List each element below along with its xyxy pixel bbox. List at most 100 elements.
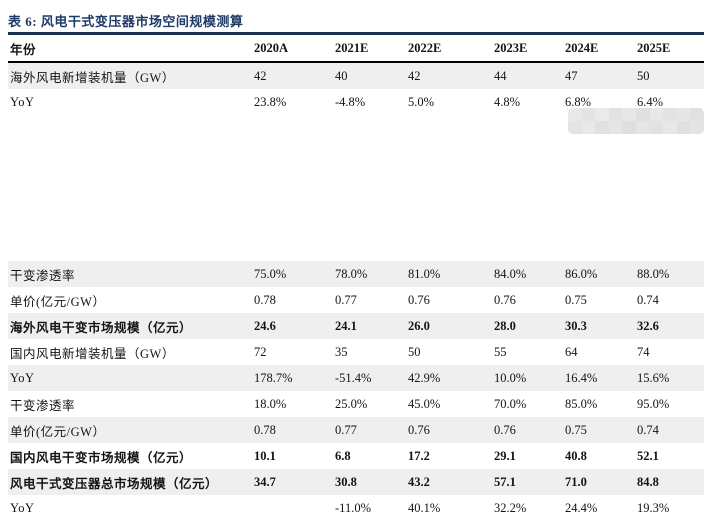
mosaic-pixel [636, 121, 650, 134]
mosaic-pixel [608, 108, 623, 121]
mosaic-pixel [568, 108, 582, 121]
mosaic-pixel [608, 121, 623, 134]
table-row: 风电干式变压器总市场规模（亿元） 34.7 30.8 43.2 57.1 71.0 84.8 [8, 469, 704, 495]
mosaic-pixel [622, 121, 636, 134]
value-cell: 10.0% [494, 370, 527, 385]
value-cell: 72 [254, 344, 267, 359]
row-label: YoY [10, 500, 35, 512]
mosaic-pixel [690, 108, 704, 121]
mosaic-pixel [595, 108, 609, 121]
header-cell-year: 2025E [637, 40, 671, 55]
table-header-row: 年份 2020A 2021E 2022E 2023E 2024E 2025E [8, 35, 704, 63]
value-cell: 0.77 [335, 292, 357, 307]
value-cell: 32.6 [637, 318, 659, 333]
mosaic-pixel [649, 121, 664, 134]
value-cell: 40.1% [408, 500, 441, 512]
table-row: YoY 178.7% -51.4% 42.9% 10.0% 16.4% 15.6% [8, 365, 704, 391]
table-title: 表 6: 风电干式变压器市场空间规模测算 [8, 14, 244, 29]
value-cell: 16.4% [565, 370, 598, 385]
table-row: YoY 23.8% -4.8% 5.0% 4.8% 6.8% 6.4% [8, 89, 704, 115]
value-cell: 47 [565, 68, 578, 83]
value-cell: 70.0% [494, 396, 527, 411]
value-cell: 84.0% [494, 266, 527, 281]
mosaic-pixel [581, 121, 596, 134]
value-cell: 88.0% [637, 266, 670, 281]
mosaic-pixel [663, 108, 677, 121]
value-cell: 6.8 [335, 448, 351, 463]
value-cell: 52.1 [637, 448, 659, 463]
row-label: 海外风电新增装机量（GW） [10, 70, 175, 85]
value-cell: 30.3 [565, 318, 587, 333]
redaction-mosaic-watermark [568, 108, 704, 134]
value-cell: 0.76 [494, 422, 516, 437]
value-cell: 42 [408, 68, 421, 83]
value-cell: 0.76 [408, 292, 430, 307]
value-cell: 25.0% [335, 396, 368, 411]
value-cell: 78.0% [335, 266, 368, 281]
table-row: 海外风电干变市场规模（亿元） 24.6 24.1 26.0 28.0 30.3 32.6 [8, 313, 704, 339]
value-cell: 32.2% [494, 500, 527, 512]
mosaic-pixel [663, 121, 677, 134]
value-cell: 4.8% [494, 94, 521, 109]
value-cell: 30.8 [335, 474, 357, 489]
value-cell: -4.8% [335, 94, 366, 109]
value-cell: 81.0% [408, 266, 441, 281]
value-cell: 34.7 [254, 474, 276, 489]
table-body: 海外风电新增装机量（GW） 42 40 42 44 47 50 YoY 23.8% -4.8% 5.… [8, 63, 704, 512]
value-cell: 74 [637, 344, 650, 359]
value-cell: 50 [637, 68, 650, 83]
table-row: 干变渗透率 18.0% 25.0% 45.0% 70.0% 85.0% 95.0% [8, 391, 704, 417]
header-cell-year: 2022E [408, 40, 442, 55]
table-blank-gap [8, 115, 704, 261]
value-cell: 29.1 [494, 448, 516, 463]
mosaic-pixel [676, 108, 691, 121]
value-cell: 19.3% [637, 500, 670, 512]
row-label: 国内风电干变市场规模（亿元） [10, 450, 193, 465]
value-cell: 23.8% [254, 94, 287, 109]
value-cell: 55 [494, 344, 507, 359]
row-label: 风电干式变压器总市场规模（亿元） [10, 476, 219, 491]
value-cell: 0.75 [565, 292, 587, 307]
value-cell: 0.75 [565, 422, 587, 437]
value-cell: 26.0 [408, 318, 430, 333]
value-cell: 75.0% [254, 266, 287, 281]
value-cell: 40 [335, 68, 348, 83]
mosaic-pixel [581, 108, 596, 121]
value-cell: 71.0 [565, 474, 587, 489]
value-cell: 6.4% [637, 94, 664, 109]
mosaic-pixel [568, 121, 582, 134]
value-cell: 0.78 [254, 422, 276, 437]
table-row: 国内风电新增装机量（GW） 72 35 50 55 64 74 [8, 339, 704, 365]
value-cell: 42 [254, 68, 267, 83]
row-label: 单价(亿元/GW） [10, 294, 106, 309]
value-cell: 40.8 [565, 448, 587, 463]
value-cell: 5.0% [408, 94, 435, 109]
header-cell-year: 2020A [254, 40, 289, 55]
value-cell: 24.1 [335, 318, 357, 333]
row-label: 海外风电干变市场规模（亿元） [10, 320, 193, 335]
value-cell: 28.0 [494, 318, 516, 333]
mosaic-pixel [622, 108, 636, 121]
header-cell-year: 2021E [335, 40, 369, 55]
value-cell: 0.78 [254, 292, 276, 307]
value-cell: 85.0% [565, 396, 598, 411]
value-cell: -11.0% [335, 500, 371, 512]
value-cell: 0.77 [335, 422, 357, 437]
table-row: 国内风电干变市场规模（亿元） 10.1 6.8 17.2 29.1 40.8 52.1 [8, 443, 704, 469]
value-cell: 45.0% [408, 396, 441, 411]
row-label: 干变渗透率 [10, 268, 76, 283]
value-cell: 86.0% [565, 266, 598, 281]
row-label: YoY [10, 94, 35, 109]
value-cell: 17.2 [408, 448, 430, 463]
table-row: YoY -11.0% 40.1% 32.2% 24.4% 19.3% [8, 495, 704, 512]
mosaic-pixel [636, 108, 650, 121]
value-cell: 35 [335, 344, 348, 359]
value-cell: 10.1 [254, 448, 276, 463]
value-cell: 0.74 [637, 292, 659, 307]
value-cell: 18.0% [254, 396, 287, 411]
value-cell: 0.76 [408, 422, 430, 437]
mosaic-pixel [690, 121, 704, 134]
mosaic-pixel [595, 121, 609, 134]
value-cell: 15.6% [637, 370, 670, 385]
